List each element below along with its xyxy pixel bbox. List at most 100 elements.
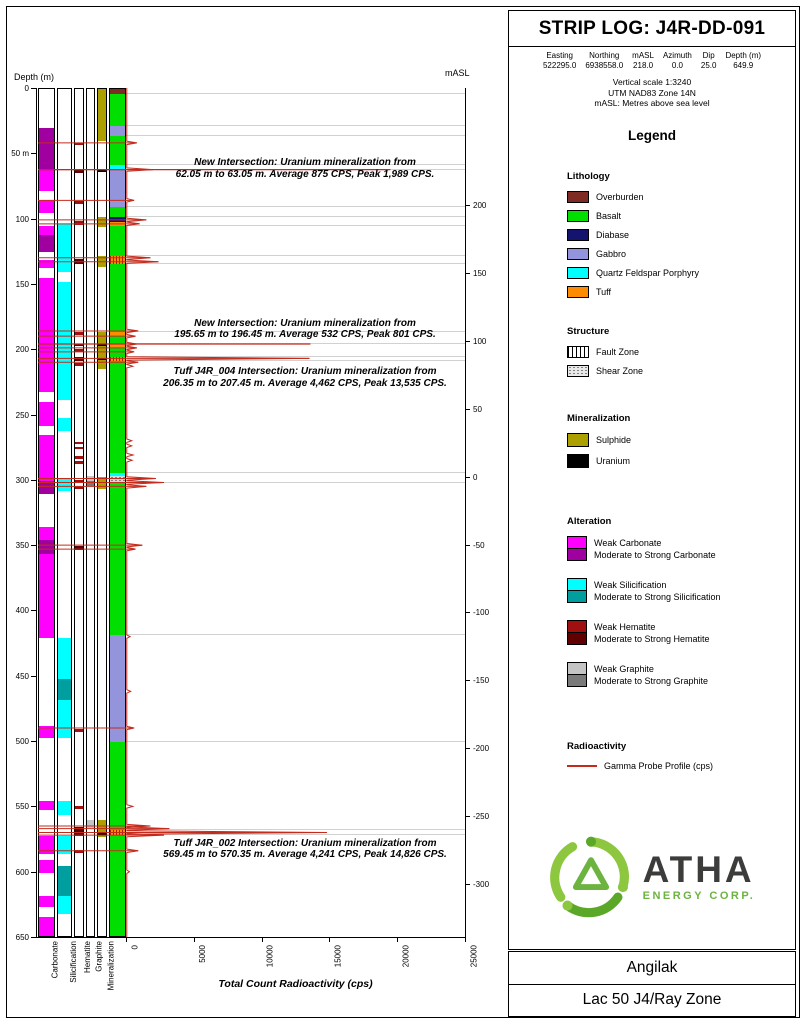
- legend-item-label: Sulphide: [596, 435, 632, 445]
- x-tick-label: 10000: [265, 945, 275, 968]
- shear-zone-swatch: [567, 365, 589, 377]
- title-block: Angilak Lac 50 J4/Ray Zone: [508, 951, 796, 1017]
- mineralization-swatch: [567, 433, 589, 447]
- depth-tick-label: 150: [15, 279, 29, 289]
- contact-line: [126, 93, 465, 95]
- lithology-interval-qfp: [110, 164, 125, 170]
- zone-name: Lac 50 J4/Ray Zone: [582, 991, 722, 1009]
- carbonate-interval: [39, 859, 54, 873]
- carbonate-interval: [39, 278, 54, 393]
- hematite-interval: [75, 201, 83, 204]
- depth-tick: [31, 479, 36, 481]
- depth-tick: [31, 675, 36, 677]
- masl-axis-label: mASL: [445, 68, 470, 78]
- depth-tick: [31, 806, 36, 808]
- alteration-pair: Weak Silicification Moderate to Strong Si…: [567, 578, 787, 603]
- info-panel: STRIP LOG: J4R-DD-091 Easting 522295.0 Nor…: [508, 10, 796, 950]
- alteration-pair: Weak Hematite Moderate to Strong Hematite: [567, 620, 787, 645]
- carbonate-interval: [39, 402, 54, 426]
- contact-line: [126, 263, 465, 265]
- depth-tick: [31, 349, 36, 351]
- alteration-label-strong: Moderate to Strong Silicification: [594, 592, 721, 602]
- legend-item-label: Uranium: [596, 456, 631, 466]
- legend-item: Basalt: [567, 210, 787, 222]
- masl-tick: [465, 612, 470, 614]
- contact-line: [126, 359, 465, 361]
- hematite-interval: [75, 850, 83, 854]
- carbonate-interval: [39, 539, 54, 554]
- annotation: Tuff J4R_002 Intersection: Uranium miner…: [138, 838, 472, 861]
- legend-item: Tuff: [567, 286, 787, 298]
- collar-field-value: 25.0: [700, 61, 717, 70]
- annotation-line2: 206.35 m to 207.45 m. Average 4,462 CPS,…: [163, 377, 447, 389]
- depth-tick: [31, 741, 36, 743]
- collar-field-value: 649.9: [733, 61, 754, 70]
- carbonate-interval: [39, 896, 54, 907]
- masl-tick-label: -100: [473, 608, 490, 618]
- x-tick: [329, 937, 331, 942]
- hematite-interval: [75, 142, 83, 146]
- lithology-swatch: [567, 286, 589, 298]
- annotation: New Intersection: Uranium mineralization…: [138, 157, 472, 180]
- mineralization-heading: Mineralization: [567, 413, 631, 424]
- depth-tick-label: 50 m: [11, 149, 29, 159]
- depth-tick: [31, 218, 36, 220]
- carbonate-interval: [39, 169, 54, 191]
- depth-tick: [31, 545, 36, 547]
- carbonate-interval: [39, 200, 54, 214]
- collar-field-label: Depth (m): [725, 51, 762, 60]
- x-tick-label: 25000: [469, 945, 478, 968]
- carbonate-interval: [39, 235, 54, 253]
- masl-tick: [465, 340, 470, 342]
- x-tick: [261, 937, 263, 942]
- lithology-swatch: [567, 210, 589, 222]
- structure-overlay-fault: [110, 356, 125, 361]
- contact-line: [126, 828, 465, 830]
- depth-tick: [31, 88, 36, 89]
- alteration-label-weak: Weak Carbonate: [594, 537, 662, 548]
- lithology-interval-basalt: [110, 136, 125, 165]
- lithology-interval-basalt: [110, 206, 125, 217]
- masl-tick-label: 50: [473, 404, 482, 414]
- hematite-interval: [75, 168, 83, 173]
- contact-line: [126, 633, 465, 635]
- xaxis-title: Total Count Radioactivity (cps): [218, 978, 373, 990]
- legend-sections: Lithology Overburden Basalt Diabase Gabbro Qu…: [509, 11, 795, 949]
- silicification-interval: [58, 418, 71, 432]
- annotation-line1: New Intersection: Uranium mineralization…: [194, 317, 416, 329]
- lithology-interval-tuff: [110, 343, 125, 348]
- collar-field-label: Easting: [546, 51, 573, 60]
- carbonate-interval: [39, 836, 54, 855]
- alteration-label-weak: Weak Silicification: [594, 579, 667, 590]
- masl-tick-label: -200: [473, 744, 490, 754]
- graphite-interval: [87, 820, 94, 829]
- collar-field-value: 522295.0: [542, 61, 577, 70]
- x-tick: [397, 937, 399, 942]
- lithology-interval-gabbro: [110, 169, 125, 207]
- legend-item-label: Diabase: [596, 230, 630, 240]
- hematite-interval: [75, 486, 83, 489]
- hematite-interval: [75, 441, 83, 445]
- logo-name: ATHA: [642, 849, 755, 890]
- radioactivity-item: Gamma Probe Profile (cps): [567, 761, 787, 771]
- alteration-swatch-strong: [567, 548, 587, 561]
- masl-tick: [465, 884, 470, 885]
- legend-item-label: Tuff: [596, 287, 612, 297]
- alteration-swatch-strong: [567, 590, 587, 603]
- atha-logo: ATHA ENERGY CORP.: [509, 835, 795, 919]
- lithology-swatch: [567, 191, 589, 203]
- depth-axis-label: Depth (m): [14, 72, 55, 82]
- contact-line: [126, 472, 465, 473]
- alteration-label-strong: Moderate to Strong Hematite: [594, 634, 710, 644]
- x-tick-label: 0: [130, 945, 139, 950]
- carbonate-column: [38, 88, 55, 937]
- mineralization-interval-sulphide: [98, 331, 106, 369]
- alteration-label-weak: Weak Hematite: [594, 621, 656, 632]
- alteration-swatch-strong: [567, 632, 587, 645]
- depth-tick-label: 600: [15, 867, 29, 877]
- legend-item-label: Overburden: [596, 192, 644, 202]
- mineralization-interval-uranium: [98, 832, 106, 835]
- lithology-interval-basalt: [110, 483, 125, 635]
- gamma-line-sample: [567, 765, 597, 767]
- collar-field: Depth (m) 649.9: [725, 51, 761, 71]
